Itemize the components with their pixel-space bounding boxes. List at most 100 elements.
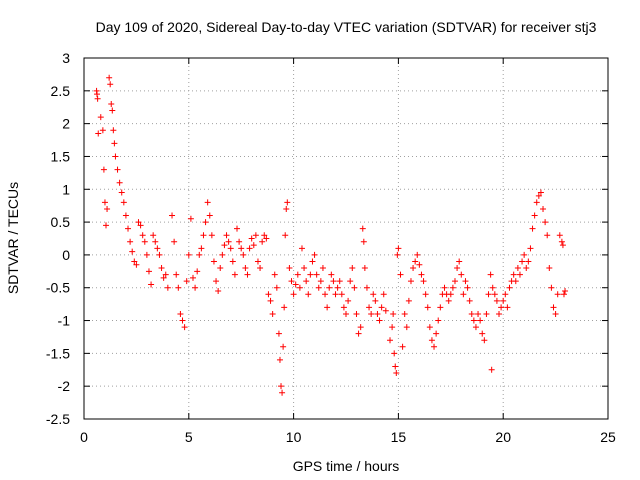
data-point bbox=[347, 278, 354, 285]
data-point bbox=[164, 284, 171, 291]
data-point bbox=[259, 238, 266, 245]
data-point bbox=[535, 192, 542, 199]
data-point bbox=[521, 251, 528, 258]
data-point bbox=[343, 310, 349, 317]
data-point bbox=[286, 265, 293, 272]
data-point bbox=[487, 271, 494, 278]
data-point bbox=[370, 291, 377, 298]
data-point bbox=[116, 179, 123, 186]
data-point bbox=[114, 166, 121, 173]
data-point bbox=[330, 278, 337, 285]
data-point bbox=[267, 297, 274, 304]
data-point bbox=[357, 324, 364, 331]
data-point bbox=[307, 271, 314, 278]
data-point bbox=[100, 166, 107, 173]
data-point bbox=[422, 291, 429, 298]
data-point bbox=[529, 225, 536, 232]
data-point bbox=[475, 310, 482, 317]
data-point bbox=[498, 304, 505, 311]
data-point bbox=[198, 245, 205, 252]
data-point bbox=[502, 291, 509, 298]
data-point bbox=[428, 337, 435, 344]
data-point bbox=[290, 291, 297, 298]
data-point bbox=[311, 251, 318, 258]
data-point bbox=[410, 265, 417, 272]
data-point bbox=[355, 330, 362, 337]
data-point bbox=[462, 278, 469, 285]
data-point bbox=[353, 310, 360, 317]
data-point bbox=[269, 310, 276, 317]
data-point bbox=[221, 242, 228, 249]
data-point bbox=[363, 284, 370, 291]
data-point bbox=[544, 232, 551, 239]
data-point bbox=[215, 288, 222, 295]
data-point bbox=[139, 232, 146, 239]
grid bbox=[84, 58, 608, 419]
data-point bbox=[488, 366, 495, 373]
data-point bbox=[556, 232, 563, 239]
data-point bbox=[516, 271, 523, 278]
data-point bbox=[527, 245, 534, 252]
data-point bbox=[334, 284, 341, 291]
data-point bbox=[263, 235, 270, 242]
data-point bbox=[338, 291, 345, 298]
data-point bbox=[281, 304, 288, 311]
data-point bbox=[223, 232, 230, 239]
data-point bbox=[175, 284, 182, 291]
data-point bbox=[111, 140, 118, 147]
data-point bbox=[326, 284, 333, 291]
data-point bbox=[391, 350, 398, 357]
data-point bbox=[393, 370, 400, 377]
data-point bbox=[317, 278, 324, 285]
data-point bbox=[231, 271, 238, 278]
data-point bbox=[433, 330, 440, 337]
data-point bbox=[531, 212, 538, 219]
data-point bbox=[103, 222, 110, 229]
data-point bbox=[468, 310, 475, 317]
data-point bbox=[472, 324, 479, 331]
data-point bbox=[378, 304, 385, 311]
x-tick-label: 10 bbox=[286, 429, 302, 445]
y-tick-label: -2 bbox=[58, 378, 71, 394]
data-point bbox=[236, 238, 243, 245]
data-point bbox=[108, 100, 115, 107]
data-point bbox=[288, 278, 295, 285]
data-point bbox=[194, 268, 201, 275]
data-point bbox=[183, 278, 190, 285]
data-point bbox=[229, 258, 236, 265]
data-point bbox=[265, 291, 272, 298]
data-point bbox=[283, 205, 290, 212]
data-point bbox=[395, 245, 402, 252]
data-point bbox=[202, 219, 209, 226]
data-point bbox=[301, 265, 308, 272]
x-tick-label: 15 bbox=[391, 429, 407, 445]
data-point bbox=[554, 291, 561, 298]
data-point bbox=[240, 251, 247, 258]
data-point bbox=[420, 278, 427, 285]
data-point bbox=[109, 107, 116, 114]
data-point bbox=[380, 291, 387, 298]
data-point bbox=[324, 304, 331, 311]
data-point bbox=[359, 225, 366, 232]
data-point bbox=[397, 271, 404, 278]
data-point bbox=[257, 265, 264, 272]
y-tick-label: 3 bbox=[62, 50, 70, 66]
data-point bbox=[185, 251, 192, 258]
data-point bbox=[466, 297, 473, 304]
data-point bbox=[101, 199, 108, 206]
data-point bbox=[345, 297, 352, 304]
data-point bbox=[131, 258, 138, 265]
data-point bbox=[392, 363, 399, 370]
data-point bbox=[160, 274, 167, 281]
data-point bbox=[382, 307, 389, 314]
data-point bbox=[127, 238, 134, 245]
data-point bbox=[460, 291, 467, 298]
data-point bbox=[309, 258, 316, 265]
data-point bbox=[181, 324, 188, 331]
data-point bbox=[477, 317, 484, 324]
data-point bbox=[481, 337, 488, 344]
data-points bbox=[93, 74, 569, 396]
data-point bbox=[110, 127, 117, 134]
data-point bbox=[376, 317, 383, 324]
y-tick-labels: -2.5 -2 -1.5 -1 -0.5 0 0.5 1 1.5 2 2.5 3 bbox=[46, 50, 70, 427]
